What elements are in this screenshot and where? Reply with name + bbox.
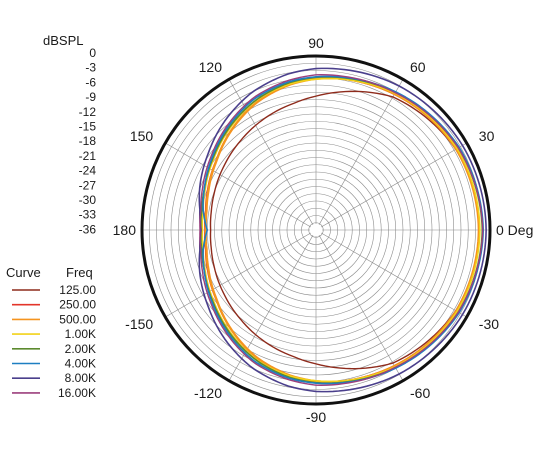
legend-label: 125.00 — [59, 283, 96, 297]
radial-tick-label: -12 — [79, 105, 97, 119]
radial-tick-label: -18 — [79, 134, 97, 148]
radial-tick-label: -9 — [85, 90, 96, 104]
angle-label: -90 — [306, 409, 326, 425]
series-curve — [198, 67, 487, 393]
angle-label: 30 — [479, 128, 495, 144]
grid-spoke — [321, 232, 467, 318]
angle-label: 0 Deg — [496, 222, 533, 238]
legend-label: 250.00 — [59, 298, 96, 312]
grid-spoke — [318, 79, 404, 225]
series-curve — [204, 76, 481, 384]
outer-ring — [140, 54, 492, 406]
grid-spoke — [318, 235, 404, 381]
angle-label: 150 — [130, 128, 154, 144]
grid-spoke — [165, 232, 311, 318]
legend-label: 16.00K — [58, 386, 96, 400]
radial-tick-label: -24 — [79, 164, 97, 178]
series-curve — [199, 74, 484, 386]
angle-label: -30 — [479, 316, 499, 332]
grid-spoke — [228, 235, 314, 381]
radial-tick-label: -15 — [79, 120, 97, 134]
radial-tick-label: -21 — [79, 149, 97, 163]
grid-spoke — [321, 142, 467, 228]
radial-tick-label: -3 — [85, 61, 96, 75]
grid-spokes — [142, 56, 490, 404]
legend-label: 8.00K — [65, 371, 96, 385]
grid-spoke — [165, 142, 311, 228]
angle-label: -120 — [194, 385, 222, 401]
response-curves — [198, 67, 487, 393]
legend-label: 2.00K — [65, 342, 96, 356]
angle-label: 90 — [308, 35, 324, 51]
angle-label: -60 — [410, 385, 430, 401]
radial-tick-labels: 0-3-6-9-12-15-18-21-24-27-30-33-36 — [79, 46, 97, 236]
legend-header-curve: Curve — [6, 265, 41, 280]
radial-axis-label: dBSPL — [43, 33, 83, 48]
radial-tick-label: -27 — [79, 178, 97, 192]
radial-tick-label: 0 — [89, 46, 96, 60]
radial-tick-label: -30 — [79, 193, 97, 207]
radial-tick-label: -33 — [79, 208, 97, 222]
legend-header-freq: Freq — [66, 265, 93, 280]
angle-label: -150 — [125, 316, 153, 332]
angle-label: 120 — [199, 59, 223, 75]
angle-label: 60 — [410, 59, 426, 75]
legend-label: 4.00K — [65, 357, 96, 371]
grid-ring — [308, 222, 324, 238]
grid-spoke — [228, 79, 314, 225]
angle-label: 180 — [113, 222, 137, 238]
angle-labels: 0 Deg 30 60 90 120 150 180 -150 -120 -90 -60 -30 — [113, 35, 534, 425]
radial-tick-label: -36 — [79, 222, 97, 236]
legend: 125.00250.00500.001.00K2.00K4.00K8.00K16… — [12, 283, 96, 400]
legend-label: 1.00K — [65, 327, 96, 341]
radial-tick-label: -6 — [85, 75, 96, 89]
legend-label: 500.00 — [59, 312, 96, 326]
